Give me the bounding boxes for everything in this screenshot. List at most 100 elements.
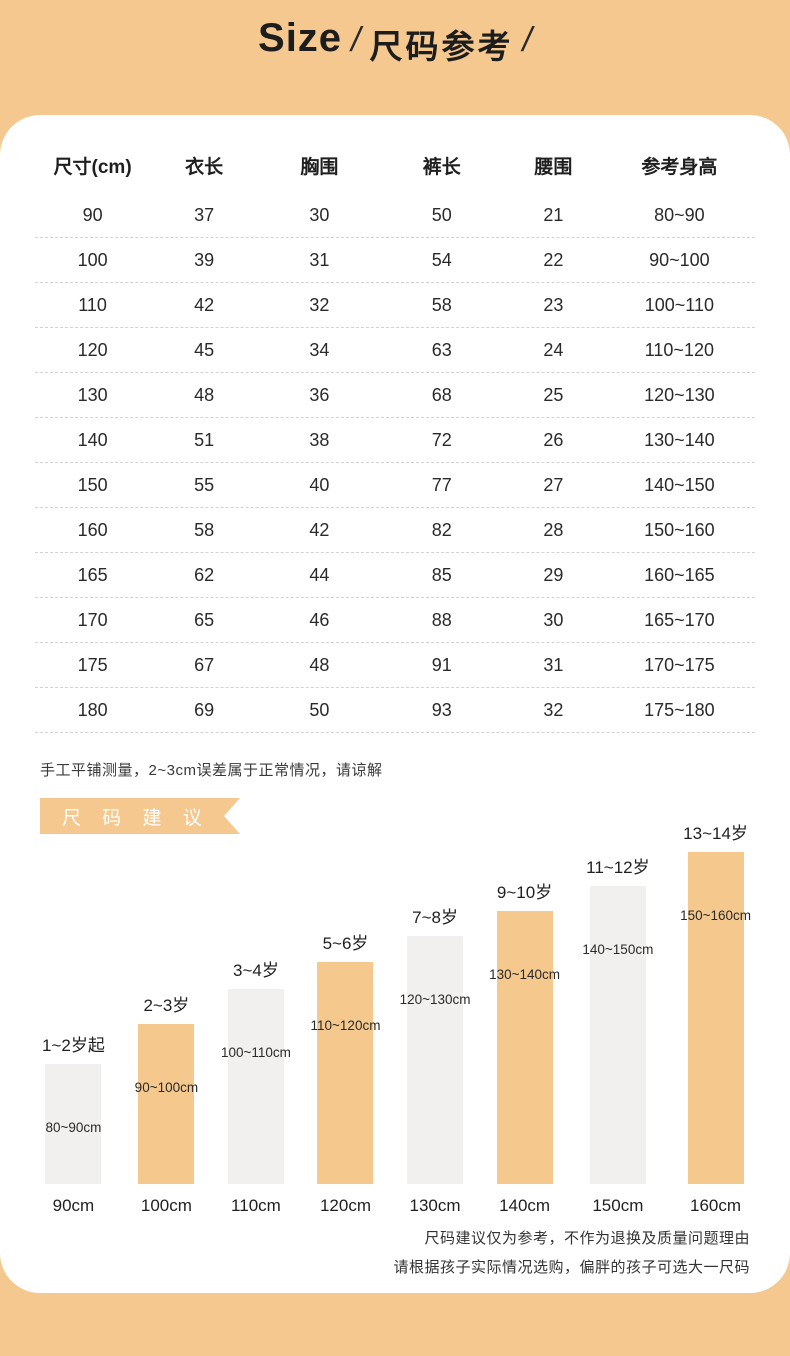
table-cell: 110 <box>78 294 107 315</box>
chart-column: 7~8岁 120~130cm 130cm <box>400 903 471 1216</box>
height-bar: 140~150cm <box>582 886 653 1184</box>
height-range-label: 110~120cm <box>310 1018 381 1033</box>
size-cm-label: 90cm <box>52 1196 95 1215</box>
table-cell: 62 <box>194 564 215 585</box>
age-range-label: 13~14岁 <box>683 824 748 843</box>
size-cm-label: 130cm <box>409 1196 461 1215</box>
height-range-label: 80~90cm <box>45 1120 102 1135</box>
chart-column: 3~4岁 100~110cm 110cm <box>221 956 291 1216</box>
size-table-body: 90 37 30 50 21 80~90 100 39 31 54 22 90~100 110 42 32 5… <box>35 193 755 733</box>
table-cell: 42 <box>309 519 330 540</box>
table-cell: 48 <box>194 384 215 405</box>
table-cell: 77 <box>431 474 452 495</box>
table-cell: 180 <box>77 699 108 720</box>
table-cell: 44 <box>309 564 330 585</box>
table-cell: 54 <box>431 249 452 270</box>
table-cell: 58 <box>431 294 452 315</box>
table-cell: 160 <box>77 519 108 540</box>
table-cell: 40 <box>309 474 330 495</box>
table-cell: 51 <box>194 429 215 450</box>
table-cell: 65 <box>194 609 215 630</box>
table-cell: 88 <box>431 609 452 630</box>
table-cell: 31 <box>309 249 330 270</box>
table-cell: 72 <box>431 429 452 450</box>
table-cell: 48 <box>309 654 330 675</box>
table-cell: 175~180 <box>644 699 715 720</box>
height-range-label: 100~110cm <box>220 1045 291 1060</box>
table-cell: 38 <box>309 429 330 450</box>
table-cell: 24 <box>543 339 564 360</box>
title-trailing-slash: / <box>522 21 532 59</box>
column-header-reference-height: 参考身高 <box>641 156 718 178</box>
table-cell: 27 <box>543 474 564 495</box>
table-cell: 160~165 <box>644 564 715 585</box>
chart-column: 2~3岁 90~100cm 100cm <box>135 991 198 1216</box>
table-cell: 68 <box>431 384 452 405</box>
column-header-waist: 腰围 <box>534 156 573 178</box>
table-cell: 26 <box>543 429 564 450</box>
table-cell: 29 <box>543 564 564 585</box>
table-cell: 25 <box>543 384 564 405</box>
height-bar: 100~110cm <box>221 989 291 1184</box>
size-cm-label: 120cm <box>319 1196 371 1215</box>
table-cell: 39 <box>194 249 215 270</box>
height-bar: 150~160cm <box>680 852 751 1184</box>
size-cm-label: 160cm <box>690 1196 742 1215</box>
height-range-label: 90~100cm <box>134 1080 199 1095</box>
table-cell: 30 <box>309 204 330 225</box>
table-cell: 34 <box>309 339 330 360</box>
chart-column: 9~10岁 130~140cm 140cm <box>489 878 560 1216</box>
table-cell: 140 <box>77 429 108 450</box>
size-suggestion-ribbon: 尺 码 建 议 <box>40 798 240 834</box>
age-range-label: 5~6岁 <box>322 934 369 953</box>
table-row: 160 58 42 82 28 150~160 <box>35 508 755 553</box>
table-row: 130 48 36 68 25 120~130 <box>35 373 755 418</box>
table-cell: 120~130 <box>644 384 715 405</box>
table-cell: 120 <box>77 339 108 360</box>
table-row: 150 55 40 77 27 140~150 <box>35 463 755 508</box>
table-cell: 150 <box>77 474 108 495</box>
age-range-label: 3~4岁 <box>233 961 279 980</box>
size-table-section: 尺寸(cm) 衣长 胸围 裤长 腰围 参考身高 90 37 30 50 21 80~90 1… <box>0 115 790 780</box>
chart-column: 1~2岁起 80~90cm 90cm <box>42 1031 105 1216</box>
title-zh: 尺码参考 <box>369 28 514 65</box>
table-row: 110 42 32 58 23 100~110 <box>35 283 755 328</box>
table-cell: 69 <box>194 699 215 720</box>
height-range-label: 150~160cm <box>680 908 751 923</box>
table-cell: 90~100 <box>649 249 710 270</box>
size-cm-label: 100cm <box>140 1196 192 1215</box>
column-header-chest: 胸围 <box>300 156 339 178</box>
table-cell: 130~140 <box>644 429 715 450</box>
table-cell: 36 <box>309 384 330 405</box>
height-bar: 130~140cm <box>489 911 560 1184</box>
table-cell: 67 <box>194 654 215 675</box>
height-range-label: 120~130cm <box>399 992 471 1007</box>
size-table-header-row: 尺寸(cm) 衣长 胸围 裤长 腰围 参考身高 <box>35 137 755 193</box>
age-range-label: 2~3岁 <box>143 996 190 1015</box>
table-cell: 80~90 <box>654 204 705 225</box>
table-row: 165 62 44 85 29 160~165 <box>35 553 755 598</box>
column-header-pants-length: 裤长 <box>422 156 461 178</box>
table-cell: 82 <box>431 519 452 540</box>
table-cell: 90 <box>82 204 103 225</box>
age-range-label: 9~10岁 <box>496 883 553 902</box>
table-cell: 130 <box>77 384 108 405</box>
footnote-line-1: 尺码建议仅为参考，不作为退换及质量问题理由 <box>424 1230 750 1247</box>
table-row: 140 51 38 72 26 130~140 <box>35 418 755 463</box>
table-cell: 63 <box>431 339 452 360</box>
table-cell: 175 <box>77 654 108 675</box>
table-row: 170 65 46 88 30 165~170 <box>35 598 755 643</box>
table-cell: 46 <box>309 609 330 630</box>
title-en: Size <box>258 16 343 60</box>
age-range-label: 7~8岁 <box>412 908 458 927</box>
chart-column: 11~12岁 140~150cm 150cm <box>582 853 653 1216</box>
table-cell: 170~175 <box>644 654 715 675</box>
chart-footnotes: 尺码建议仅为参考，不作为退换及质量问题理由 请根据孩子实际情况选购，偏胖的孩子可… <box>0 1224 750 1282</box>
page-header: Size / 尺码参考 / <box>0 0 790 115</box>
table-cell: 32 <box>309 294 330 315</box>
table-cell: 170 <box>77 609 108 630</box>
footnote-line-2: 请根据孩子实际情况选购，偏胖的孩子可选大一尺码 <box>393 1259 750 1276</box>
size-cm-label: 110cm <box>231 1196 281 1215</box>
height-bar: 80~90cm <box>45 1064 102 1184</box>
table-cell: 58 <box>194 519 215 540</box>
